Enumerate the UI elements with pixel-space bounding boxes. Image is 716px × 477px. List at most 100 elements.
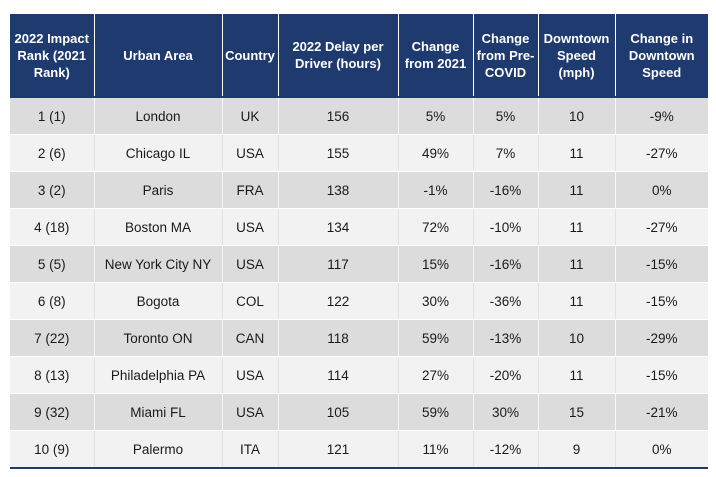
change-downtown-speed-cell: -15% (614, 282, 708, 320)
change-pre-covid-cell: -12% (472, 430, 538, 469)
change-2021-cell: 30% (397, 282, 473, 320)
header-delay: 2022 Delay per Driver (hours) (277, 14, 398, 98)
table-row: 3 (2) Paris FRA 138 -1% -16% 11 0% (10, 171, 708, 209)
country-cell: USA (221, 356, 278, 394)
urban-area-cell: Bogota (93, 282, 222, 320)
country-cell: CAN (221, 319, 278, 357)
downtown-speed-cell: 10 (537, 97, 615, 135)
table-row: 1 (1) London UK 156 5% 5% 10 -9% (10, 97, 708, 135)
change-pre-covid-cell: -10% (472, 208, 538, 246)
delay-cell: 117 (277, 245, 398, 283)
change-2021-cell: 72% (397, 208, 473, 246)
rank-cell: 1 (1) (10, 97, 94, 135)
table-header: 2022 Impact Rank (2021 Rank) Urban Area … (10, 14, 708, 98)
header-country: Country (221, 14, 278, 98)
urban-area-cell: Palermo (93, 430, 222, 469)
change-downtown-speed-cell: -27% (614, 208, 708, 246)
rank-cell: 5 (5) (10, 245, 94, 283)
country-cell: USA (221, 208, 278, 246)
country-cell: USA (221, 393, 278, 431)
downtown-speed-cell: 11 (537, 171, 615, 209)
delay-cell: 105 (277, 393, 398, 431)
delay-cell: 138 (277, 171, 398, 209)
change-2021-cell: 15% (397, 245, 473, 283)
country-cell: USA (221, 245, 278, 283)
urban-area-cell: Paris (93, 171, 222, 209)
change-downtown-speed-cell: -21% (614, 393, 708, 431)
table-row: 9 (32) Miami FL USA 105 59% 30% 15 -21% (10, 393, 708, 431)
table-row: 6 (8) Bogota COL 122 30% -36% 11 -15% (10, 282, 708, 320)
urban-area-cell: Boston MA (93, 208, 222, 246)
change-pre-covid-cell: -13% (472, 319, 538, 357)
downtown-speed-cell: 15 (537, 393, 615, 431)
urban-area-cell: Philadelphia PA (93, 356, 222, 394)
change-pre-covid-cell: -16% (472, 245, 538, 283)
country-cell: FRA (221, 171, 278, 209)
change-2021-cell: 59% (397, 393, 473, 431)
country-cell: ITA (221, 430, 278, 469)
header-row: 2022 Impact Rank (2021 Rank) Urban Area … (10, 14, 708, 98)
change-downtown-speed-cell: -15% (614, 245, 708, 283)
table-body: 1 (1) London UK 156 5% 5% 10 -9% 2 (6) Chicago IL… (10, 97, 708, 469)
rank-cell: 6 (8) (10, 282, 94, 320)
change-downtown-speed-cell: -27% (614, 134, 708, 172)
rank-cell: 10 (9) (10, 430, 94, 469)
change-pre-covid-cell: 7% (472, 134, 538, 172)
table-row: 8 (13) Philadelphia PA USA 114 27% -20% 11 -15% (10, 356, 708, 394)
change-pre-covid-cell: -16% (472, 171, 538, 209)
downtown-speed-cell: 11 (537, 134, 615, 172)
urban-area-cell: New York City NY (93, 245, 222, 283)
country-cell: COL (221, 282, 278, 320)
delay-cell: 134 (277, 208, 398, 246)
rank-cell: 9 (32) (10, 393, 94, 431)
table-container: 2022 Impact Rank (2021 Rank) Urban Area … (10, 14, 708, 469)
urban-area-cell: Toronto ON (93, 319, 222, 357)
change-2021-cell: 49% (397, 134, 473, 172)
urban-area-cell: London (93, 97, 222, 135)
downtown-speed-cell: 10 (537, 319, 615, 357)
downtown-speed-cell: 9 (537, 430, 615, 469)
change-downtown-speed-cell: -9% (614, 97, 708, 135)
change-2021-cell: 27% (397, 356, 473, 394)
change-pre-covid-cell: -20% (472, 356, 538, 394)
change-2021-cell: -1% (397, 171, 473, 209)
delay-cell: 122 (277, 282, 398, 320)
table-row: 7 (22) Toronto ON CAN 118 59% -13% 10 -29% (10, 319, 708, 357)
rank-cell: 8 (13) (10, 356, 94, 394)
delay-cell: 114 (277, 356, 398, 394)
urban-area-cell: Miami FL (93, 393, 222, 431)
change-downtown-speed-cell: 0% (614, 430, 708, 469)
rank-cell: 4 (18) (10, 208, 94, 246)
header-rank: 2022 Impact Rank (2021 Rank) (10, 14, 94, 98)
change-2021-cell: 5% (397, 97, 473, 135)
change-downtown-speed-cell: -29% (614, 319, 708, 357)
country-cell: UK (221, 97, 278, 135)
change-2021-cell: 59% (397, 319, 473, 357)
table-row: 5 (5) New York City NY USA 117 15% -16% 11 -15% (10, 245, 708, 283)
downtown-speed-cell: 11 (537, 245, 615, 283)
header-change-2021: Change from 2021 (397, 14, 473, 98)
change-pre-covid-cell: 30% (472, 393, 538, 431)
change-2021-cell: 11% (397, 430, 473, 469)
rank-cell: 3 (2) (10, 171, 94, 209)
country-cell: USA (221, 134, 278, 172)
urban-area-cell: Chicago IL (93, 134, 222, 172)
rank-cell: 2 (6) (10, 134, 94, 172)
header-change-downtown-speed: Change in Downtown Speed (614, 14, 708, 98)
change-pre-covid-cell: -36% (472, 282, 538, 320)
header-change-pre-covid: Change from Pre-COVID (472, 14, 538, 98)
downtown-speed-cell: 11 (537, 208, 615, 246)
table-row: 10 (9) Palermo ITA 121 11% -12% 9 0% (10, 430, 708, 469)
table-row: 2 (6) Chicago IL USA 155 49% 7% 11 -27% (10, 134, 708, 172)
rank-cell: 7 (22) (10, 319, 94, 357)
change-downtown-speed-cell: 0% (614, 171, 708, 209)
congestion-ranking-table: 2022 Impact Rank (2021 Rank) Urban Area … (10, 14, 708, 469)
downtown-speed-cell: 11 (537, 356, 615, 394)
change-downtown-speed-cell: -15% (614, 356, 708, 394)
delay-cell: 121 (277, 430, 398, 469)
downtown-speed-cell: 11 (537, 282, 615, 320)
delay-cell: 155 (277, 134, 398, 172)
table-row: 4 (18) Boston MA USA 134 72% -10% 11 -27% (10, 208, 708, 246)
header-urban-area: Urban Area (93, 14, 222, 98)
delay-cell: 118 (277, 319, 398, 357)
